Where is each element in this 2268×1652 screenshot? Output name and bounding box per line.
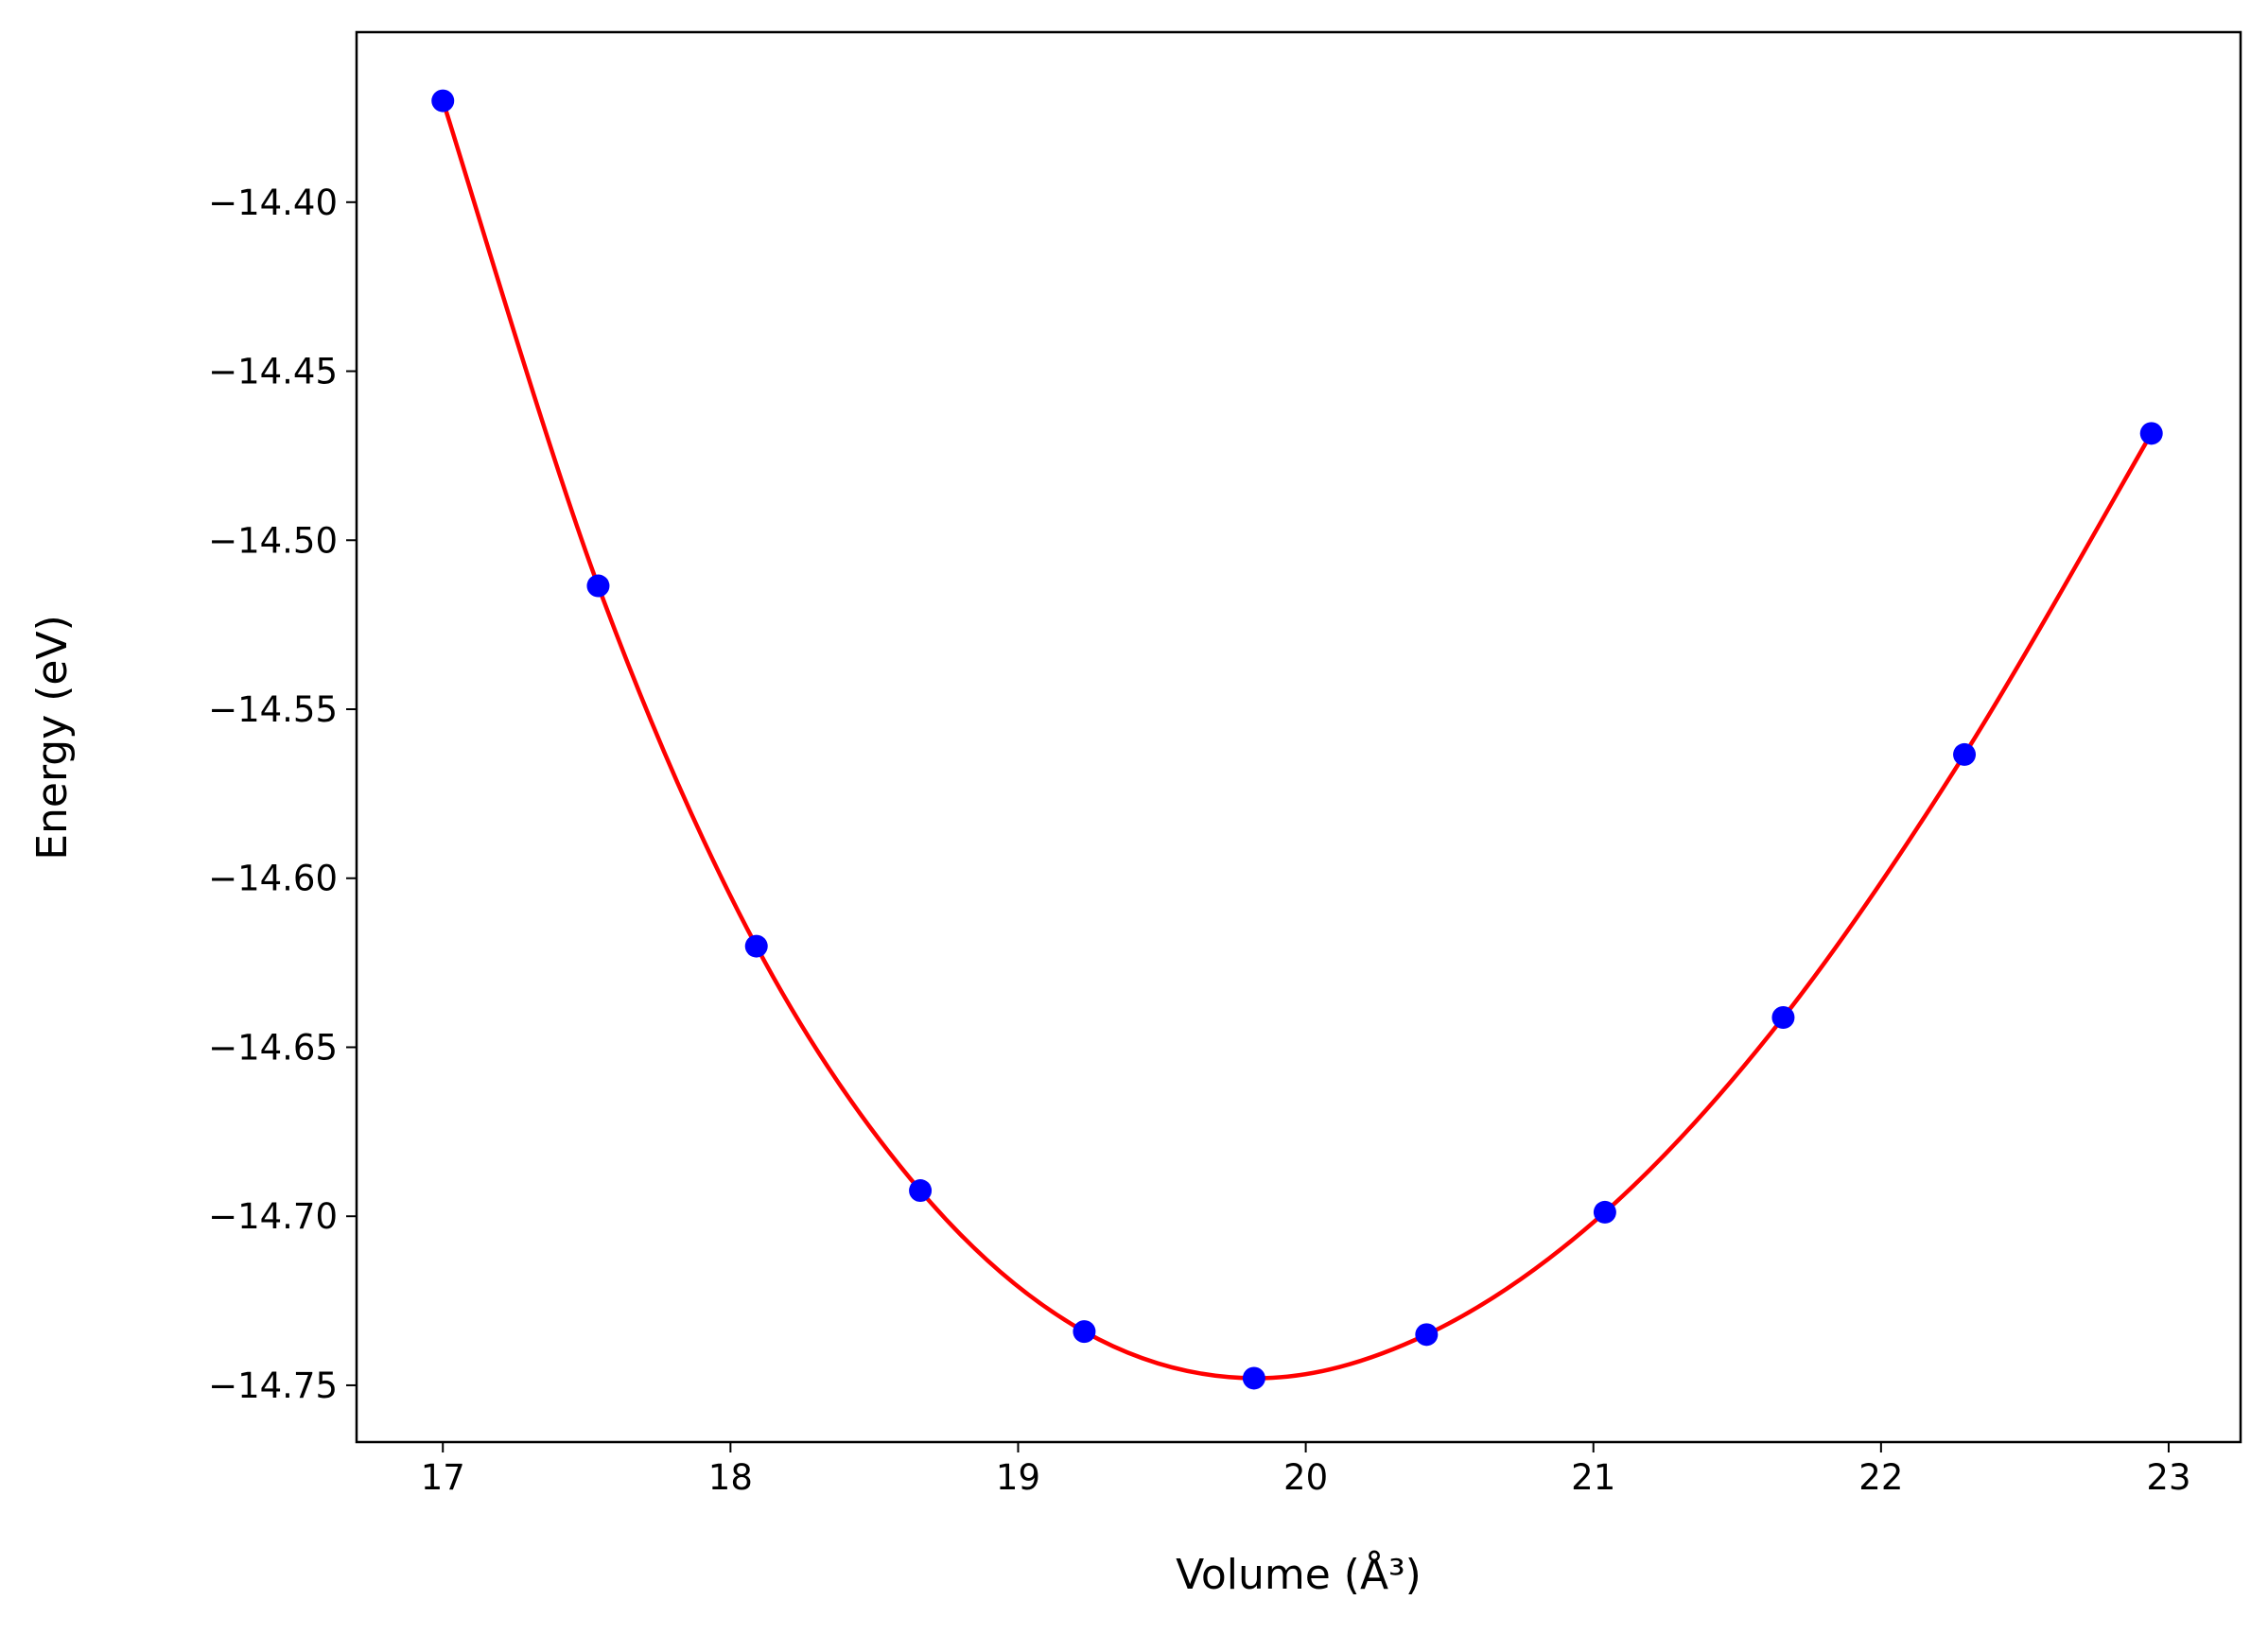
y-tick-label: −14.50	[208, 520, 338, 561]
x-axis-label: Volume (Å³)	[1176, 1549, 1422, 1599]
x-tick-label: 17	[421, 1457, 465, 1498]
x-tick-label: 23	[2146, 1457, 2190, 1498]
data-point	[1771, 1006, 1795, 1030]
y-tick-label: −14.75	[208, 1365, 338, 1406]
x-tick-label: 18	[708, 1457, 753, 1498]
x-tick-label: 20	[1283, 1457, 1328, 1498]
x-tick-label: 22	[1858, 1457, 1903, 1498]
data-point	[909, 1179, 933, 1203]
data-point	[1415, 1323, 1439, 1347]
fit-line	[441, 99, 2154, 1381]
data-point	[1242, 1366, 1265, 1390]
y-tick-label: −14.45	[208, 352, 338, 392]
y-tick-label: −14.55	[208, 689, 338, 730]
y-axis-label: Energy (eV)	[28, 615, 77, 861]
data-point	[1073, 1320, 1096, 1344]
data-point	[2139, 422, 2163, 445]
data-point	[744, 934, 768, 958]
data-point	[1953, 742, 1977, 766]
y-tick-label: −14.60	[208, 859, 338, 899]
data-point	[1593, 1200, 1616, 1224]
y-tick-label: −14.65	[208, 1027, 338, 1068]
x-tick-label: 21	[1571, 1457, 1615, 1498]
data-point	[586, 574, 610, 598]
plot-frame	[355, 30, 2242, 1444]
y-tick-label: −14.70	[208, 1196, 338, 1237]
x-tick-label: 19	[996, 1457, 1040, 1498]
data-point	[431, 89, 455, 113]
y-tick-label: −14.40	[208, 183, 338, 223]
